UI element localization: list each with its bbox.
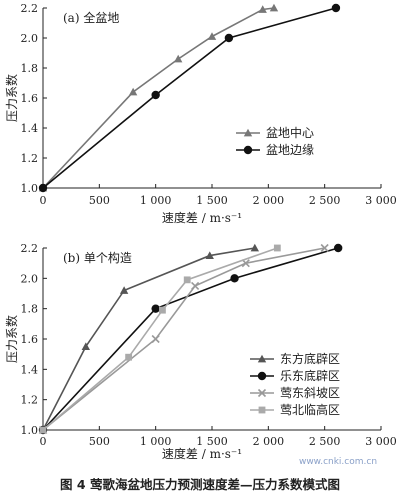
legend-marker (243, 128, 253, 137)
figure-caption: 图 4 莺歌海盆地压力预测速度差—压力系数模式图 (60, 477, 340, 492)
data-point-triangle (174, 54, 183, 63)
figure-svg: 1.0 1.2 1.4 1.6 1.8 2.0 2.2 0 500 1 000 1 500 2 000… (4, 2, 397, 467)
x-tick-label: 2 500 (309, 435, 341, 448)
x-tick-label: 3 000 (365, 194, 397, 207)
panel-label: (b) 单个构造 (63, 250, 132, 265)
legend-marker (257, 388, 267, 398)
series-line-circle (42, 247, 339, 431)
data-point-circle (230, 274, 239, 283)
data-point-x (241, 259, 250, 268)
data-point-x-stroke-b (151, 334, 160, 344)
data-point-x-stroke-b (191, 281, 200, 290)
data-point-triangle (269, 3, 279, 12)
watermark-text: www.cnki.com.cn (299, 457, 377, 467)
y-axis-label: 压力系数 (4, 74, 19, 122)
y-tick-label: 1.0 (21, 424, 39, 437)
data-point-circle (331, 3, 341, 13)
y-tick-label: 1.2 (21, 394, 39, 407)
chart-panel-a: 1.0 1.2 1.4 1.6 1.8 2.0 2.2 0 500 1 000 1 500 2 000… (4, 2, 397, 225)
x-tick-label: 2 500 (309, 194, 341, 207)
data-point-triangle (81, 342, 91, 350)
y-tick-label: 1.6 (21, 92, 39, 105)
data-point-x-stroke-b (320, 243, 329, 253)
data-point-circle (151, 90, 160, 100)
x-tick-label: 0 (40, 194, 47, 207)
y-axis-label: 压力系数 (4, 315, 19, 363)
y-tick-label: 1.2 (21, 152, 39, 165)
x-tick-label: 3 000 (365, 435, 397, 448)
x-axis-label: 速度差 / m·s⁻¹ (162, 210, 242, 225)
x-tick-label: 0 (40, 435, 47, 448)
data-point-triangle (128, 87, 138, 96)
legend-label: 莺东斜坡区 (280, 386, 340, 400)
legend-marker (243, 145, 253, 155)
data-point-square (159, 306, 166, 314)
y-tick-label: 1.6 (21, 333, 39, 346)
legend-marker-stroke-b (257, 388, 267, 398)
x-tick-label: 500 (89, 194, 110, 207)
legend-label: 盆地边缘 (266, 143, 314, 157)
data-point-circle (333, 243, 343, 253)
data-point-x (320, 243, 329, 253)
data-point-square (273, 244, 281, 252)
y-tick-label: 2.2 (21, 2, 39, 15)
series-line-circle (42, 7, 337, 189)
x-tick-label: 1 500 (196, 435, 228, 448)
data-point-triangle (250, 243, 260, 252)
y-tick-label: 2.0 (21, 32, 39, 45)
x-tick-label: 500 (89, 435, 110, 448)
x-tick-label: 1 500 (196, 194, 228, 207)
y-tick-label: 2.2 (21, 242, 39, 255)
legend-label: 盆地中心 (266, 125, 314, 140)
data-point-square (183, 276, 191, 284)
y-tick-label: 1.4 (21, 363, 39, 376)
data-point-triangle (258, 5, 267, 13)
data-point-circle (224, 33, 234, 43)
x-tick-label: 2 000 (253, 194, 285, 207)
legend-label: 莺北临高区 (280, 402, 340, 417)
data-point-square (39, 426, 47, 434)
data-point-triangle (205, 251, 214, 259)
legend-label: 东方底辟区 (280, 351, 340, 366)
x-tick-label: 1 000 (140, 435, 172, 448)
data-point-circle (151, 304, 160, 313)
data-point-x (191, 281, 200, 290)
legend-marker (257, 354, 267, 363)
x-axis-label: 速度差 / m·s⁻¹ (162, 446, 242, 461)
x-tick-label: 1 000 (140, 194, 172, 207)
data-point-triangle (119, 286, 129, 294)
data-point-x-stroke-b (241, 259, 250, 268)
legend-marker (258, 406, 266, 414)
x-tick-label: 2 000 (253, 435, 285, 448)
data-point-square (125, 353, 133, 361)
legend-label: 乐东底辟区 (280, 368, 340, 383)
y-tick-label: 1.8 (21, 303, 39, 316)
y-tick-label: 1.4 (21, 122, 39, 135)
y-tick-label: 1.0 (21, 182, 39, 195)
data-point-triangle (207, 32, 217, 40)
data-point-x (151, 334, 160, 344)
chart-panel-b: 1.0 1.2 1.4 1.6 1.8 2.0 2.2 0 500 1 000 1 500 2 000… (4, 242, 397, 461)
data-point-circle (38, 183, 48, 193)
y-tick-label: 2.0 (21, 272, 39, 285)
panel-label: (a) 全盆地 (63, 10, 119, 25)
y-tick-label: 1.8 (21, 62, 39, 75)
legend-marker (257, 371, 267, 381)
